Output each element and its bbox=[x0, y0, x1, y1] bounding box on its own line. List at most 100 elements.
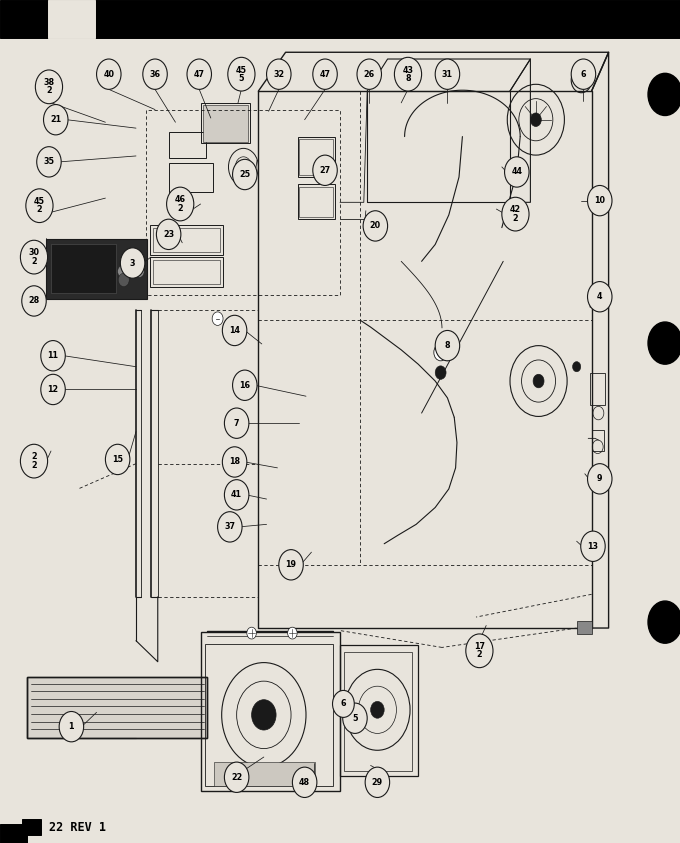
Text: 11: 11 bbox=[48, 352, 58, 360]
Bar bbox=[299, 187, 333, 217]
Circle shape bbox=[573, 362, 581, 372]
Circle shape bbox=[648, 322, 680, 364]
Circle shape bbox=[365, 767, 390, 797]
Circle shape bbox=[357, 59, 381, 89]
Circle shape bbox=[20, 444, 48, 478]
Text: 9: 9 bbox=[597, 475, 602, 483]
Bar bbox=[0, 824, 27, 843]
Circle shape bbox=[505, 157, 529, 187]
Circle shape bbox=[224, 480, 249, 510]
Text: 40: 40 bbox=[103, 70, 114, 78]
Text: 13: 13 bbox=[588, 542, 598, 550]
Circle shape bbox=[224, 762, 249, 792]
Text: 28: 28 bbox=[29, 297, 39, 305]
Text: 26: 26 bbox=[364, 70, 375, 78]
Text: 42
2: 42 2 bbox=[510, 206, 521, 223]
Circle shape bbox=[333, 690, 354, 717]
Circle shape bbox=[135, 266, 144, 277]
Circle shape bbox=[394, 57, 422, 91]
Circle shape bbox=[530, 113, 541, 126]
Text: 22: 22 bbox=[231, 773, 242, 781]
Circle shape bbox=[105, 444, 130, 475]
Bar bbox=[203, 105, 248, 142]
Bar bbox=[201, 103, 250, 143]
Circle shape bbox=[434, 344, 447, 361]
Circle shape bbox=[224, 408, 249, 438]
Circle shape bbox=[97, 59, 121, 89]
Bar bbox=[153, 260, 220, 284]
Circle shape bbox=[371, 701, 384, 718]
Circle shape bbox=[292, 767, 317, 797]
Text: 37: 37 bbox=[224, 523, 235, 531]
Bar bbox=[298, 137, 335, 177]
Bar bbox=[169, 132, 206, 158]
Circle shape bbox=[571, 59, 596, 89]
Text: 3: 3 bbox=[130, 259, 135, 267]
Text: 25: 25 bbox=[239, 170, 250, 179]
Bar bbox=[150, 225, 223, 255]
Text: 5: 5 bbox=[352, 714, 358, 722]
Circle shape bbox=[288, 627, 297, 639]
Circle shape bbox=[233, 159, 257, 190]
Text: 12: 12 bbox=[48, 385, 58, 394]
Bar bbox=[46, 239, 147, 299]
Circle shape bbox=[363, 211, 388, 241]
Bar bbox=[201, 632, 340, 791]
Circle shape bbox=[313, 59, 337, 89]
Text: 31: 31 bbox=[442, 70, 453, 78]
Bar bbox=[27, 677, 207, 738]
Circle shape bbox=[247, 627, 256, 639]
Text: 23: 23 bbox=[163, 230, 174, 239]
Circle shape bbox=[44, 105, 68, 135]
Bar bbox=[340, 645, 418, 776]
Text: 20: 20 bbox=[370, 222, 381, 230]
Text: 17
2: 17 2 bbox=[474, 642, 485, 659]
Bar bbox=[299, 139, 333, 175]
Circle shape bbox=[435, 59, 460, 89]
Circle shape bbox=[120, 248, 145, 278]
Circle shape bbox=[435, 366, 446, 379]
Circle shape bbox=[648, 73, 680, 115]
Text: 45
2: 45 2 bbox=[34, 197, 45, 214]
Circle shape bbox=[581, 531, 605, 561]
Circle shape bbox=[466, 634, 493, 668]
Circle shape bbox=[648, 601, 680, 643]
Text: 38
2: 38 2 bbox=[44, 78, 54, 95]
Bar bbox=[27, 677, 207, 738]
Circle shape bbox=[156, 219, 181, 250]
Circle shape bbox=[59, 711, 84, 742]
Circle shape bbox=[126, 266, 136, 277]
Bar bbox=[298, 184, 335, 219]
Text: 18: 18 bbox=[229, 458, 240, 466]
Circle shape bbox=[167, 187, 194, 221]
Circle shape bbox=[267, 59, 291, 89]
Text: 7: 7 bbox=[234, 419, 239, 427]
Bar bbox=[48, 0, 95, 38]
Circle shape bbox=[222, 315, 247, 346]
Circle shape bbox=[187, 59, 211, 89]
Text: 47: 47 bbox=[320, 70, 330, 78]
Bar bbox=[205, 644, 333, 786]
Bar bbox=[169, 163, 213, 192]
Text: 35: 35 bbox=[44, 158, 54, 166]
Circle shape bbox=[143, 59, 167, 89]
Text: 21: 21 bbox=[50, 115, 61, 124]
Bar bbox=[592, 430, 604, 451]
Text: 16: 16 bbox=[239, 381, 250, 389]
Circle shape bbox=[41, 374, 65, 405]
Text: 48: 48 bbox=[299, 778, 310, 787]
Bar bbox=[22, 819, 41, 835]
Text: 43
8: 43 8 bbox=[403, 66, 413, 83]
Text: 29: 29 bbox=[372, 778, 383, 787]
Circle shape bbox=[343, 703, 367, 733]
Circle shape bbox=[279, 550, 303, 580]
Text: 19: 19 bbox=[286, 561, 296, 569]
Circle shape bbox=[118, 273, 129, 287]
Circle shape bbox=[35, 70, 63, 104]
Circle shape bbox=[576, 73, 587, 87]
Text: 36: 36 bbox=[150, 70, 160, 78]
Text: 10: 10 bbox=[594, 196, 605, 205]
Text: 44: 44 bbox=[511, 168, 522, 176]
Text: 1: 1 bbox=[69, 722, 74, 731]
Bar bbox=[150, 257, 223, 287]
